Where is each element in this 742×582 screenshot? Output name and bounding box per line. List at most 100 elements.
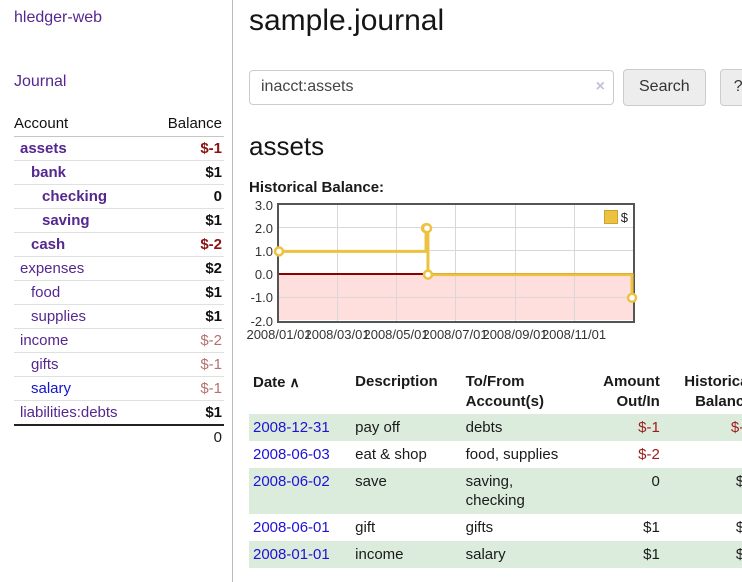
account-link-saving[interactable]: saving [42, 212, 90, 229]
y-tick-label: 3.0 [254, 197, 273, 213]
register-date-cell: 2008-06-02 [249, 468, 351, 514]
account-link-liabilities-debts[interactable]: liabilities:debts [20, 404, 118, 421]
transaction-date-link[interactable]: 2008-01-01 [253, 545, 330, 563]
account-row: checking 0 [14, 184, 224, 209]
y-tick-label: 1.0 [254, 243, 273, 259]
register-amount-cell: $-1 [638, 418, 660, 436]
account-link-income[interactable]: income [20, 332, 69, 349]
page-title: sample.journal [249, 4, 445, 37]
search-input[interactable] [249, 69, 614, 105]
account-row: saving $1 [14, 208, 224, 233]
account-name-cell: salary [14, 376, 151, 401]
register-balance-cell: $1 [735, 545, 742, 563]
register-description-cell: income [355, 545, 404, 563]
x-tick-label: 2008/11/01 [541, 326, 607, 342]
register-row: 2008-06-01 gift gifts $1 $2 [249, 514, 742, 541]
account-balance: $1 [150, 208, 224, 233]
register-accounts-cell: gifts [465, 518, 494, 536]
account-row: liabilities:debts $1 [14, 401, 224, 426]
transaction-date-link[interactable]: 2008-12-31 [253, 418, 330, 436]
transaction-date-link[interactable]: 2008-06-02 [253, 472, 330, 490]
chart-label: Historical Balance: [249, 178, 385, 196]
account-balance: $2 [150, 256, 224, 281]
register-balance-cell: 0 [664, 441, 742, 468]
register-date-cell: 2008-06-01 [249, 514, 351, 541]
account-balance: $-1 [150, 376, 224, 401]
account-row: cash $-2 [14, 232, 224, 257]
account-balance: $1 [205, 404, 222, 421]
transaction-date-link[interactable]: 2008-06-03 [253, 445, 330, 463]
register-date-cell: 2008-01-01 [249, 541, 351, 568]
register-balance-cell: $2 [735, 472, 742, 490]
account-balance: $1 [150, 280, 224, 305]
register-col-description: Description [355, 372, 438, 390]
v-gridline [395, 204, 397, 321]
account-heading: assets [249, 130, 325, 161]
account-name-cell: food [14, 280, 151, 305]
v-gridline [336, 204, 338, 321]
register-header-row: Date ∧ Description To/From Account(s) Amount… [249, 370, 742, 414]
account-name-cell: liabilities:debts [14, 401, 150, 426]
clear-search-icon[interactable]: × [595, 77, 605, 95]
register-amount-cell: 0 [651, 472, 660, 490]
register-col-date[interactable]: Date ∧ [253, 373, 300, 391]
register-balance-cell: $2 [735, 518, 742, 536]
x-tick-label: 2008/05/01 [363, 326, 429, 342]
accounts-table: Account Balance assets $-1 bank $1 checking 0… [14, 112, 224, 449]
account-name-cell: bank [14, 160, 151, 185]
data-point [422, 268, 434, 280]
account-link-bank[interactable]: bank [31, 164, 67, 181]
data-point [273, 245, 285, 257]
register-col-historical: Historical Balance [684, 372, 742, 410]
account-link-checking[interactable]: checking [42, 188, 108, 205]
data-point [421, 222, 433, 233]
account-link-salary[interactable]: salary [31, 380, 72, 397]
register-description-cell: pay off [355, 418, 400, 436]
register-description-cell: gift [355, 518, 376, 536]
account-name-cell: saving [14, 208, 151, 233]
y-tick-label: 0.0 [254, 267, 273, 283]
accounts-body: assets $-1 bank $1 checking 0 saving $1 cash $-2 e… [14, 136, 224, 426]
account-row: gifts $-1 [14, 352, 224, 377]
brand-link[interactable]: hledger-web [14, 9, 103, 26]
data-point [626, 292, 638, 303]
legend-label: $ [620, 209, 628, 225]
transaction-date-link[interactable]: 2008-06-01 [253, 518, 330, 536]
search-button[interactable]: Search [623, 68, 706, 106]
account-name-cell: assets [14, 136, 151, 161]
register-amount-cell: $1 [643, 518, 660, 536]
y-tick-label: -1.0 [250, 290, 273, 306]
account-name-cell: checking [14, 184, 151, 209]
register-col-amount: Amount Out/In [603, 372, 660, 410]
h-gridline [279, 296, 633, 298]
account-balance: $-1 [150, 352, 224, 377]
v-gridline [454, 204, 456, 321]
account-link-assets[interactable]: assets [20, 140, 67, 157]
h-gridline [279, 227, 633, 229]
chart-plot-area: $ [273, 202, 638, 323]
account-link-cash[interactable]: cash [31, 236, 66, 253]
account-link-gifts[interactable]: gifts [31, 356, 59, 373]
account-row: assets $-1 [14, 136, 224, 161]
account-link-expenses[interactable]: expenses [20, 260, 85, 277]
x-tick-label: 2008/01/01 [246, 326, 312, 342]
account-link-food[interactable]: food [31, 284, 61, 301]
account-balance: $-1 [150, 136, 224, 161]
x-tick-label: 2008/09/01 [482, 326, 548, 342]
v-gridline [514, 204, 516, 321]
help-button[interactable]: ? [719, 68, 742, 106]
h-gridline [279, 250, 633, 252]
register-description-cell: eat & shop [355, 445, 427, 463]
register-accounts-cell: saving, checking [465, 472, 525, 509]
register-col-tofrom: To/From Account(s) [465, 372, 544, 410]
balance-line-series [273, 222, 638, 303]
legend-swatch [603, 210, 618, 224]
account-link-supplies[interactable]: supplies [31, 308, 87, 325]
search-input-wrap: × [249, 69, 614, 105]
sort-asc-icon: ∧ [289, 373, 300, 390]
account-row: supplies $1 [14, 304, 224, 329]
sidebar-item-journal[interactable]: Journal [14, 73, 67, 90]
accounts-total-spacer [14, 424, 151, 449]
register-row: 2008-06-03 eat & shop food, supplies $-20 [249, 441, 742, 468]
